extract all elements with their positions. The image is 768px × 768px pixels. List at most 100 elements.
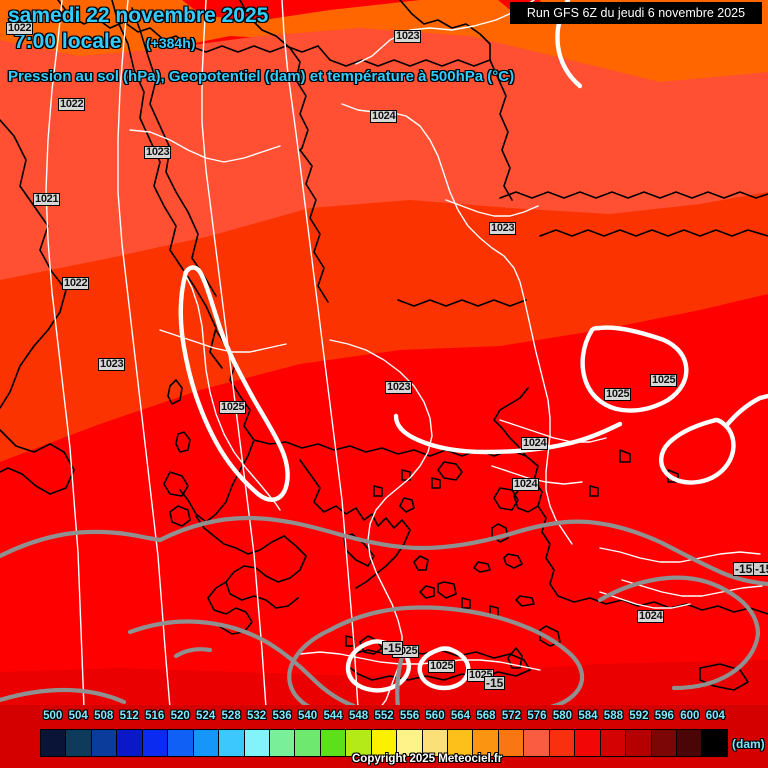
colorbar-tick-552: 552 [374,710,394,722]
colorbar-swatch-532 [244,730,270,756]
border-romania-2 [489,59,513,201]
colorbar-tick-520: 520 [170,710,190,722]
colorbar-swatch-580 [549,730,576,756]
colorbar-tick-568: 568 [476,710,496,722]
model-run-box: Run GFS 6Z du jeudi 6 novembre 2025 [510,2,762,24]
isobar-label: 1023 [98,358,126,371]
isobar-label: 1022 [62,277,90,290]
colorbar-tick-548: 548 [348,710,369,722]
geopot-580-balkans [178,265,290,502]
forecast-date: samedi 22 novembre 2025 [8,4,269,27]
geopot-580-aegean-turkey [580,325,689,413]
colorbar-tick-labels: 500 504 508 512 516 520 524 528 532 536 540 544 548 5… [40,710,728,726]
geopot-576-crete-loop [327,605,585,713]
temperature-label: -15 [733,562,755,576]
colorbar-swatch-604 [702,730,727,756]
colorbar-tick-576: 576 [527,710,547,722]
isobar-1023-a [281,0,359,709]
forecast-leadtime: (+384h) [146,35,196,51]
island-kos [515,595,535,607]
border-serbia [299,149,329,303]
colorbar-swatch-596 [651,730,677,756]
colorbar-swatch-576 [524,730,550,756]
geopotential-white-group [178,0,768,693]
island-small-2 [401,469,411,481]
isobar-1023-b [355,0,535,65]
isobar-label: 1025 [428,660,456,673]
colorbar-tick-528: 528 [221,710,241,722]
island-rhodes [539,625,561,647]
border-bulgaria [397,299,527,307]
coast-blacksea-north [499,191,768,199]
coast-peloponnese [207,581,253,635]
island-kefalonia [163,471,189,497]
border-alpine [57,0,191,47]
map-parameters-caption: Pression au sol (hPa), Geopotentiel (dam… [8,68,515,85]
colorbar-swatch-504 [66,730,92,756]
island-samos [503,553,523,569]
isobar-1024-c [499,419,607,443]
island-paros [419,585,435,599]
coast-marmara [493,387,529,457]
colorbar-tick-532: 532 [247,710,267,722]
island-lefkada [175,431,191,453]
isobar-label: 1022 [58,98,86,111]
geopot-580-crete-east [417,646,471,691]
colorbar-swatch-588 [600,730,627,756]
colorbar-tick-512: 512 [119,710,139,722]
colorbar-swatch-516 [142,730,169,756]
colorbar-swatch-528 [219,730,245,756]
colorbar-swatch-524 [193,730,220,756]
island-chios [491,523,509,543]
colorbar-tick-592: 592 [629,710,649,722]
island-ikaria [473,561,491,573]
colorbar-swatch-584 [575,730,601,756]
colorbar-swatch-500 [41,730,67,756]
isobar-1024-e [599,591,691,609]
border-romania-1 [329,59,491,67]
coast-aegean-west [355,529,411,589]
isobar-1024-a [341,103,573,545]
colorbar-tick-584: 584 [578,710,598,722]
geopot-576-east-2 [671,631,761,691]
colorbar-tick-604: 604 [705,710,725,722]
island-small-7 [619,449,631,463]
isobar-label: 1023 [144,146,172,159]
island-karpathos [507,647,523,669]
geopot-580-east-lobe [659,417,736,485]
coast-thermaic [299,459,357,515]
island-small-3 [373,485,383,497]
isobar-label: 1024 [521,437,549,450]
coast-italy-adriatic [0,119,67,409]
colorbar-swatch-572 [498,730,525,756]
border-carpathian [317,45,331,61]
colorbar-tick-516: 516 [145,710,165,722]
geopot-576-east [597,575,761,637]
border-north-1 [239,0,309,151]
temperature-label: -15 [484,676,506,690]
isobar-label: 1025 [219,401,247,414]
isobar-label: 1023 [489,222,517,235]
colorbar-swatch-540 [295,730,321,756]
geopot-580-east-arm [393,413,623,455]
band-red-mid [0,192,768,470]
coast-blacksea-south [539,229,768,237]
colorbar-swatch-552 [371,730,398,756]
colorbar-tick-572: 572 [501,710,522,722]
coast-epirus [195,515,285,555]
isobar-se-2 [621,579,763,597]
colorbar-tick-564: 564 [450,710,471,722]
coast-greece-mainland [225,535,307,609]
isobar-label: 1023 [385,381,413,394]
isobar-label: 1024 [637,610,665,623]
copyright-notice: Copyright 2025 Meteociel.fr [352,753,503,765]
isobar-label: 1025 [650,374,678,387]
isobar-1022-b [201,0,267,709]
coast-italy-heel [0,429,75,495]
coast-dalmatia [111,0,223,369]
coast-chalkidiki [355,507,411,531]
colorbar-swatch-548 [346,730,372,756]
colorbar-swatch-520 [168,730,194,756]
colorbar-tick-580: 580 [552,710,573,722]
geopot-576-tiny [173,647,213,659]
